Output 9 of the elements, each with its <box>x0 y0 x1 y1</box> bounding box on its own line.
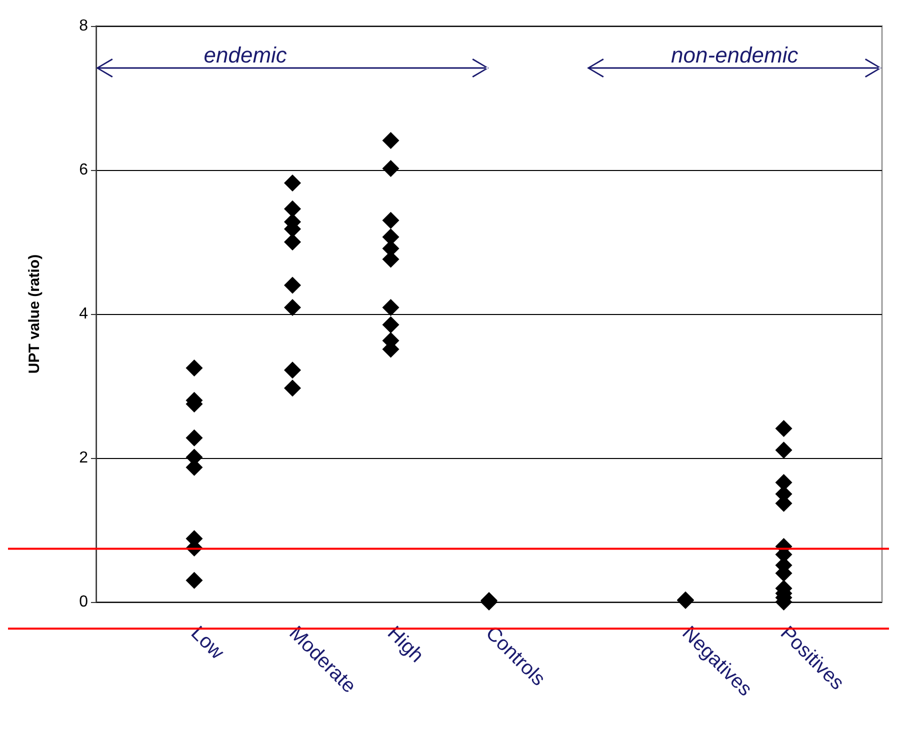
y-axis-title: UPT value (ratio) <box>26 254 43 374</box>
y-tick-label: 0 <box>79 594 88 610</box>
annotation: non-endemic <box>671 42 798 68</box>
x-tick-label: Low <box>186 622 228 664</box>
y-tick-label: 6 <box>79 162 88 178</box>
y-tick-label: 2 <box>79 450 88 466</box>
y-tick-label: 4 <box>79 306 88 322</box>
annotation: endemic <box>204 42 287 68</box>
y-tick-label: 8 <box>79 18 88 34</box>
